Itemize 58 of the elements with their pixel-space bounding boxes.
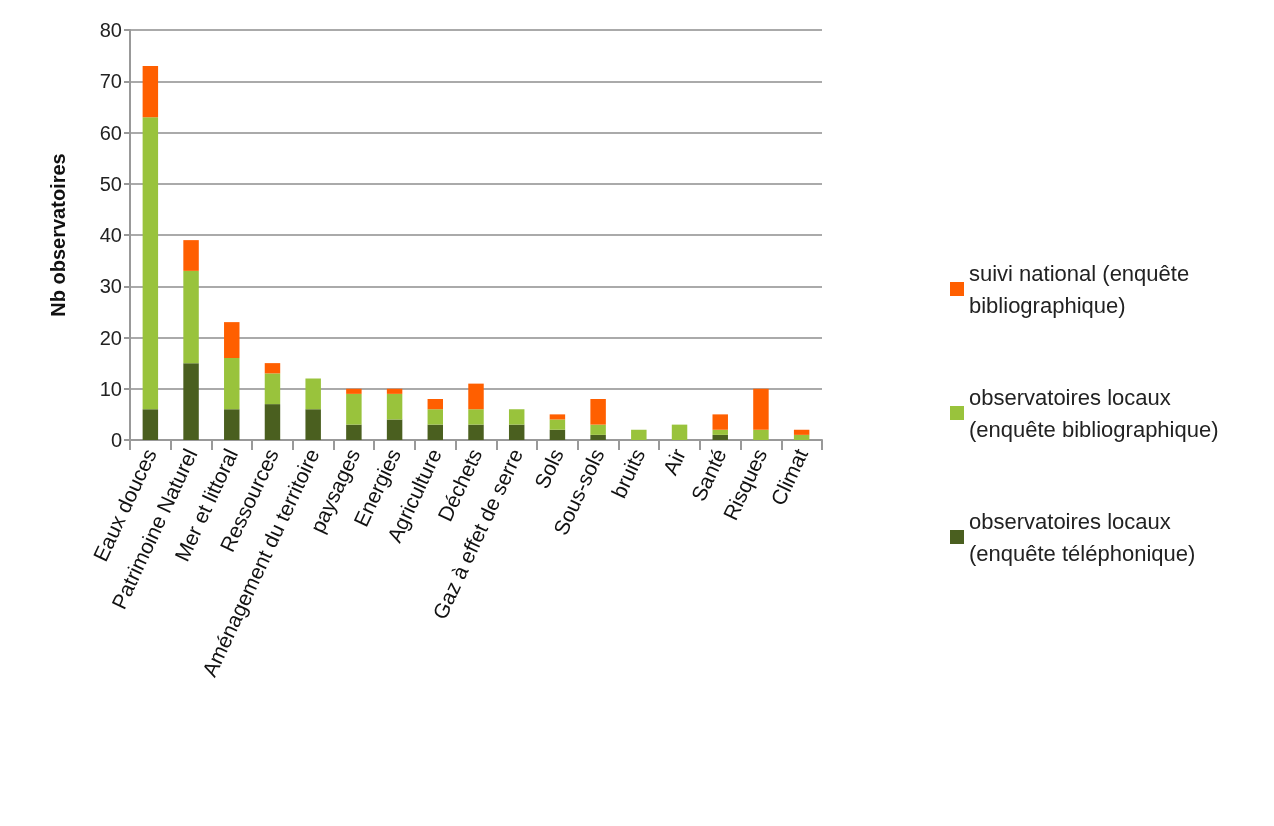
bar [224, 409, 240, 440]
bar [753, 388, 769, 430]
bar [305, 409, 321, 440]
bar [386, 388, 403, 394]
bar [346, 388, 362, 394]
bar [712, 429, 728, 435]
y-tick-label: 70 [99, 70, 122, 93]
y-tick-label: 10 [99, 377, 122, 400]
bar [671, 424, 688, 440]
bar [142, 117, 159, 410]
bar [753, 429, 769, 440]
y-tick-label: 20 [99, 326, 122, 349]
x-tick-label: Air [658, 445, 690, 479]
bar [427, 409, 444, 425]
bar [183, 363, 199, 440]
legend-label: observatoires locaux (enquête téléphonique) [969, 508, 1196, 566]
y-tick-label: 50 [99, 172, 122, 195]
bar [386, 419, 403, 440]
bar [549, 414, 566, 420]
bar [183, 270, 199, 364]
bar [712, 434, 728, 440]
bar [142, 409, 159, 440]
bar [305, 378, 321, 410]
bar [468, 409, 484, 425]
bar [549, 429, 566, 440]
bar [468, 424, 484, 440]
bar [793, 429, 810, 435]
y-tick-label: 0 [110, 429, 122, 451]
bar [264, 363, 281, 374]
bar [468, 383, 484, 410]
x-tick-label: bruits [606, 445, 650, 502]
bar [590, 424, 606, 435]
bar [183, 240, 199, 271]
bar [224, 358, 240, 410]
y-tick-label: 40 [99, 224, 122, 246]
bar [346, 424, 362, 440]
y-axis-title: Nb observatoires [47, 153, 69, 317]
legend-label: observatoires locaux (enquête bibliographique) [969, 384, 1219, 442]
y-tick-label: 60 [99, 121, 122, 144]
bar [264, 373, 281, 405]
bar [631, 429, 647, 440]
y-tick-label: 30 [99, 275, 122, 298]
bar [264, 404, 281, 440]
bar [427, 424, 444, 440]
bar [346, 393, 362, 425]
bar [508, 409, 525, 425]
bar [508, 424, 525, 440]
bar [590, 434, 606, 440]
bar [142, 65, 159, 118]
bar [386, 393, 403, 420]
legend-label: suivi national (enquête bibliographique) [969, 260, 1196, 318]
bar [224, 322, 240, 358]
bar [427, 399, 444, 410]
y-tick-label: 80 [99, 19, 122, 41]
bar [793, 434, 810, 440]
bar [712, 414, 728, 430]
bar [590, 399, 606, 425]
bar [549, 419, 566, 430]
